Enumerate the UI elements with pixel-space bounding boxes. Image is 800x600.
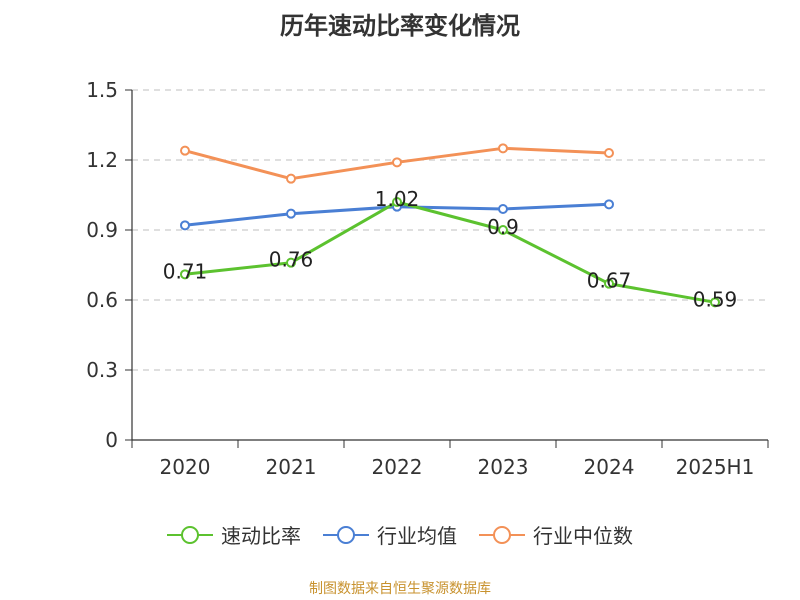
legend-item-quick-ratio[interactable]: 速动比率 xyxy=(167,520,301,549)
chart-source-note: 制图数据来自恒生聚源数据库 xyxy=(309,581,491,597)
x-tick-label: 2021 xyxy=(266,455,317,479)
x-tick-label: 2020 xyxy=(160,455,211,479)
data-point-industry-mean xyxy=(286,208,296,219)
legend-label-industry-mean: 行业均值 xyxy=(377,524,457,548)
data-point-industry-median xyxy=(286,173,296,184)
chart-legend: 速动比率 行业均值 行业中位数 xyxy=(0,520,800,549)
data-point-quick-ratio xyxy=(180,269,190,280)
data-point-industry-median xyxy=(392,157,402,168)
data-point-quick-ratio xyxy=(392,197,402,207)
legend-swatch-industry-mean xyxy=(323,525,369,545)
y-tick-label: 0 xyxy=(105,428,118,452)
data-point-quick-ratio xyxy=(498,225,508,235)
data-point-industry-median xyxy=(604,148,614,158)
data-label-quick-ratio: 1.02 xyxy=(375,187,420,211)
y-tick-label: 0.3 xyxy=(86,358,118,382)
data-point-quick-ratio xyxy=(286,257,296,268)
data-point-industry-median xyxy=(498,143,508,154)
legend-label-quick-ratio: 速动比率 xyxy=(221,524,301,548)
data-point-industry-mean xyxy=(604,199,614,210)
legend-swatch-industry-median xyxy=(479,525,525,545)
y-tick-label: 0.9 xyxy=(86,218,118,242)
y-tick-label: 1.5 xyxy=(86,78,118,102)
y-tick-label: 0.6 xyxy=(86,288,118,312)
data-point-quick-ratio xyxy=(604,278,614,289)
legend-item-industry-median[interactable]: 行业中位数 xyxy=(479,520,633,549)
data-label-quick-ratio: 0.76 xyxy=(269,248,314,272)
series-line-quick-ratio xyxy=(184,200,716,304)
y-tick-label: 1.2 xyxy=(86,148,118,172)
x-tick-label: 2022 xyxy=(372,455,423,479)
legend-label-industry-median: 行业中位数 xyxy=(533,524,633,548)
data-point-industry-median xyxy=(180,145,190,156)
x-tick-label: 2025H1 xyxy=(676,455,755,479)
x-tick-label: 2023 xyxy=(478,455,529,479)
data-label-quick-ratio: 0.71 xyxy=(163,259,208,283)
data-point-quick-ratio xyxy=(710,297,720,308)
legend-swatch-quick-ratio xyxy=(167,525,213,545)
data-label-quick-ratio: 0.67 xyxy=(587,269,632,293)
data-label-quick-ratio: 0.9 xyxy=(487,215,519,239)
data-point-industry-mean xyxy=(180,220,190,231)
x-tick-label: 2024 xyxy=(584,455,635,479)
legend-item-industry-mean[interactable]: 行业均值 xyxy=(323,520,457,549)
data-label-quick-ratio: 0.59 xyxy=(693,287,738,311)
data-point-industry-mean xyxy=(498,204,508,214)
chart-title: 历年速动比率变化情况 xyxy=(280,12,520,40)
